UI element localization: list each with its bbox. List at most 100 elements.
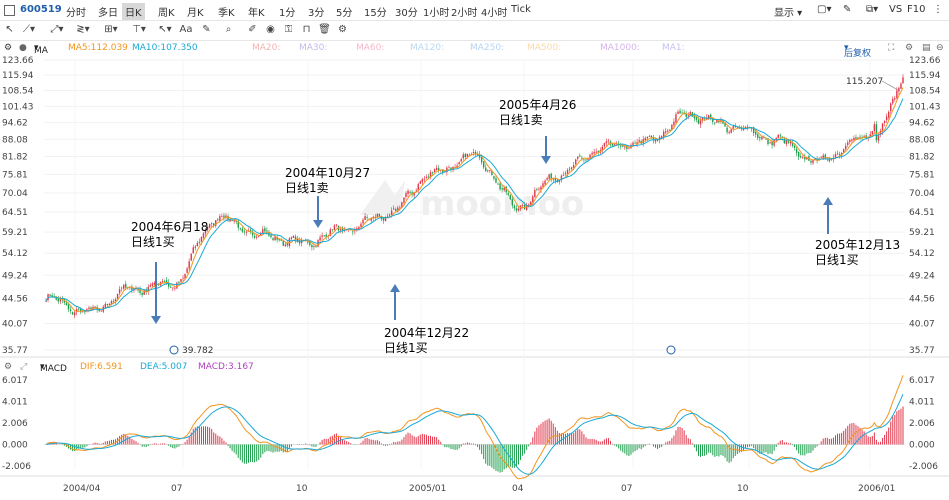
candle-body <box>548 174 550 179</box>
adjust-selector[interactable]: 后复权 ▾ <box>844 43 872 59</box>
timeframe-9[interactable]: 5分 <box>336 8 353 19</box>
candle-body <box>728 132 730 133</box>
lock-icon[interactable]: ⚿ <box>284 24 293 35</box>
candle-body <box>597 150 599 152</box>
indicator-settings-icon[interactable]: ⚙ <box>905 43 914 53</box>
candle-body <box>460 159 462 162</box>
candle-body <box>112 300 115 302</box>
candle-body <box>429 172 432 177</box>
sidebar-toggle-icon[interactable] <box>4 5 15 16</box>
timeframe-11[interactable]: 30分 <box>395 8 418 19</box>
candle-body <box>730 129 732 133</box>
timeframe-14[interactable]: 4小时 <box>481 8 508 19</box>
magnet-icon[interactable]: ⊓ <box>302 24 311 35</box>
stock-code[interactable]: 600519 <box>20 4 62 15</box>
candle-body <box>390 210 393 215</box>
timeframe-1[interactable]: 多日 <box>98 8 118 19</box>
candle-body <box>534 190 536 198</box>
text-tool-icon[interactable]: Aa <box>179 24 193 35</box>
candle-body <box>714 122 716 124</box>
candle-body <box>660 136 663 138</box>
ma-inactive-4: MA250: <box>470 43 505 53</box>
candle-body <box>613 144 616 146</box>
candle-body <box>403 197 405 203</box>
macd-indicator-label[interactable]: MACD ▾ <box>40 362 67 374</box>
candle-body <box>769 142 771 144</box>
vs-button[interactable]: VS <box>889 4 903 15</box>
timeframe-12[interactable]: 1小时 <box>423 8 450 19</box>
layers-icon[interactable]: ▤ <box>922 43 931 53</box>
time-axis-label: 10 <box>296 484 308 494</box>
close-indicator-icon[interactable]: ⊖ <box>936 43 944 53</box>
candle-body <box>59 299 62 302</box>
layout-icon[interactable]: ▢▾ <box>817 4 832 15</box>
timeframe-15[interactable]: Tick <box>511 4 531 15</box>
candle-body <box>288 238 291 247</box>
timeframe-2[interactable]: 日K <box>122 3 145 20</box>
candle-body <box>795 148 798 153</box>
price-axis-label-right: 59.21 <box>909 228 935 238</box>
candle-body <box>765 138 767 140</box>
pen-icon[interactable]: ✐ <box>248 24 257 35</box>
eye-icon[interactable]: ◉ <box>266 24 275 35</box>
candle-body <box>272 238 274 240</box>
price-axis-label-left: 35.77 <box>2 346 28 356</box>
expand-icon[interactable]: ⤢ <box>20 362 28 372</box>
candle-body <box>671 124 673 131</box>
cursor-icon[interactable]: ↖ <box>5 24 14 35</box>
candle-body <box>435 167 438 171</box>
arrow-tool-icon[interactable]: ↖▾ <box>158 24 172 35</box>
more-icon[interactable]: ⋮ <box>933 4 943 15</box>
candle-body <box>478 154 481 158</box>
fullscreen-icon[interactable]: ⛶ <box>888 43 895 53</box>
chart-type-icon[interactable]: ⧉▾ <box>866 4 879 15</box>
timeframe-6[interactable]: 年K <box>248 8 265 19</box>
candle-body <box>286 243 289 246</box>
candle-body <box>319 237 321 241</box>
macd-settings-icon[interactable]: ⚙ <box>4 362 13 372</box>
candle-body <box>513 205 516 209</box>
candle-body <box>264 228 266 232</box>
candle-body <box>118 289 121 294</box>
candle-body <box>437 168 440 171</box>
macd-histogram <box>47 406 904 473</box>
trend-tool-icon[interactable]: ≷▾ <box>76 24 90 35</box>
measure-tool-icon[interactable]: ⊞▾ <box>104 24 118 35</box>
timeframe-13[interactable]: 2小时 <box>451 8 478 19</box>
candle-body <box>423 178 426 180</box>
timeframe-3[interactable]: 周K <box>158 8 175 19</box>
settings-gear-icon[interactable]: ⚙ <box>4 43 13 53</box>
candle-body <box>898 88 900 92</box>
timeframe-7[interactable]: 1分 <box>279 8 296 19</box>
candle-body <box>695 117 698 120</box>
timeframe-4[interactable]: 月K <box>187 8 204 19</box>
candle-body <box>570 167 573 169</box>
edit-icon[interactable]: ✎ <box>843 4 852 15</box>
candle-body <box>804 157 806 160</box>
timeframe-0[interactable]: 分时 <box>66 8 86 19</box>
candle-body <box>170 286 172 288</box>
brush-tool-icon[interactable]: ✎ <box>202 24 211 35</box>
settings-icon[interactable]: ⚙ <box>338 24 347 35</box>
candle-body <box>114 299 117 302</box>
candle-body <box>572 165 575 168</box>
candle-body <box>313 246 315 247</box>
candle-body <box>168 282 170 287</box>
timeframe-8[interactable]: 3分 <box>308 8 325 19</box>
delete-icon[interactable]: 🗑 <box>318 24 331 35</box>
timeframe-10[interactable]: 15分 <box>364 8 387 19</box>
timeframe-5[interactable]: 季K <box>218 8 235 19</box>
candle-body <box>540 186 542 190</box>
visibility-icon[interactable]: ● <box>19 43 27 53</box>
candle-body <box>523 204 526 210</box>
candle-body <box>607 140 610 142</box>
zoom-icon[interactable]: ⌕ <box>225 24 232 35</box>
line-tool-icon[interactable]: ⟋▾ <box>22 24 36 35</box>
pin-tool-icon[interactable]: ⊤▾ <box>132 24 146 35</box>
polyline-tool-icon[interactable]: ⤢▾ <box>50 24 64 35</box>
display-menu[interactable]: 显示 ▾ <box>774 8 803 19</box>
candle-body <box>382 218 385 221</box>
f10-button[interactable]: F10 <box>907 4 926 15</box>
ma-indicator-label[interactable]: MA ▾ <box>34 43 48 56</box>
